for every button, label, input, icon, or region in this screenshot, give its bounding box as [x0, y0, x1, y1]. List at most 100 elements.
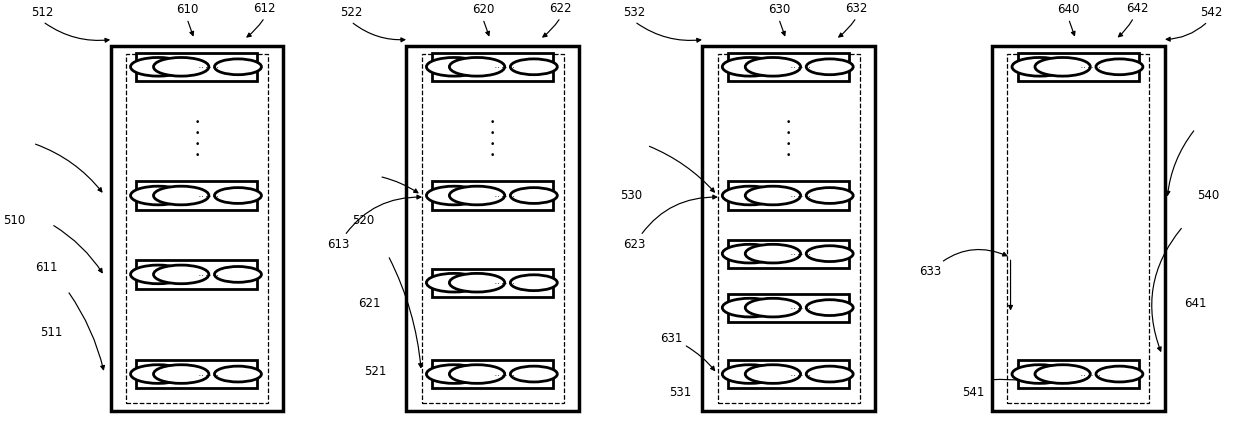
Bar [433, 53, 553, 81]
Bar [433, 269, 553, 297]
Text: 520: 520 [352, 214, 374, 227]
Text: 541: 541 [962, 386, 985, 399]
Text: 532: 532 [624, 6, 646, 19]
Circle shape [449, 365, 505, 384]
Text: 631: 631 [661, 332, 683, 345]
Text: 530: 530 [620, 189, 642, 202]
Circle shape [130, 186, 186, 205]
Circle shape [806, 59, 853, 75]
Bar [728, 293, 849, 322]
Bar [407, 45, 579, 411]
Text: 521: 521 [365, 365, 387, 378]
Bar [718, 54, 859, 403]
Text: ......: ...... [790, 193, 812, 198]
Circle shape [723, 365, 777, 384]
Text: ......: ...... [790, 372, 812, 377]
Circle shape [806, 366, 853, 382]
Text: 630: 630 [768, 3, 790, 16]
Text: ......: ...... [494, 193, 516, 198]
Circle shape [130, 265, 186, 284]
Bar [728, 181, 849, 210]
Circle shape [449, 273, 505, 292]
Circle shape [427, 365, 482, 384]
Circle shape [723, 298, 777, 317]
Circle shape [511, 59, 557, 75]
Bar [728, 53, 849, 81]
Text: 510: 510 [4, 214, 26, 227]
Circle shape [154, 57, 208, 76]
Circle shape [723, 245, 777, 263]
Text: 542: 542 [1200, 6, 1223, 19]
Text: 512: 512 [31, 6, 55, 19]
Bar [136, 260, 257, 289]
Circle shape [1096, 59, 1143, 75]
Text: •
•
•
•: • • • • [195, 118, 200, 160]
Circle shape [449, 186, 505, 205]
Bar [1007, 54, 1149, 403]
Text: ......: ...... [197, 193, 221, 198]
Circle shape [449, 57, 505, 76]
Text: ......: ...... [1079, 64, 1101, 69]
Text: •
•
•
•: • • • • [786, 118, 791, 160]
Bar [136, 181, 257, 210]
Text: ......: ...... [494, 372, 516, 377]
Bar [1018, 53, 1138, 81]
Text: ......: ...... [494, 280, 516, 285]
Bar [110, 45, 283, 411]
Circle shape [1012, 57, 1068, 76]
Bar [433, 360, 553, 388]
Circle shape [130, 57, 186, 76]
Text: 642: 642 [1126, 2, 1148, 15]
Circle shape [1096, 366, 1143, 382]
Text: 641: 641 [1184, 296, 1207, 310]
Circle shape [154, 365, 208, 384]
Circle shape [215, 266, 262, 282]
Text: 613: 613 [327, 195, 420, 251]
Circle shape [427, 186, 482, 205]
Circle shape [1035, 57, 1090, 76]
Bar [136, 360, 257, 388]
Text: 540: 540 [1197, 189, 1219, 202]
Circle shape [806, 300, 853, 315]
Circle shape [745, 245, 801, 263]
Bar [702, 45, 875, 411]
Circle shape [215, 187, 262, 203]
Text: 620: 620 [471, 3, 494, 16]
Bar [992, 45, 1164, 411]
Circle shape [427, 57, 482, 76]
Circle shape [745, 365, 801, 384]
Text: ......: ...... [790, 305, 812, 310]
Bar [126, 54, 268, 403]
Bar [136, 53, 257, 81]
Circle shape [806, 246, 853, 262]
Text: 622: 622 [549, 2, 572, 15]
Text: 612: 612 [253, 2, 277, 15]
Circle shape [806, 187, 853, 203]
Circle shape [215, 59, 262, 75]
Text: 621: 621 [358, 296, 381, 310]
Text: ......: ...... [197, 272, 221, 277]
Circle shape [745, 298, 801, 317]
Text: ......: ...... [790, 64, 812, 69]
Text: 611: 611 [35, 261, 58, 274]
Circle shape [215, 366, 262, 382]
Text: 632: 632 [846, 2, 868, 15]
Text: 623: 623 [624, 195, 717, 251]
Text: 640: 640 [1058, 3, 1080, 16]
Circle shape [745, 186, 801, 205]
Circle shape [154, 265, 208, 284]
Text: ......: ...... [197, 372, 221, 377]
Text: 522: 522 [340, 6, 362, 19]
Bar [1018, 360, 1138, 388]
Circle shape [723, 57, 777, 76]
Circle shape [154, 186, 208, 205]
Text: ......: ...... [790, 251, 812, 256]
Circle shape [1012, 365, 1068, 384]
Bar [422, 54, 564, 403]
Circle shape [1035, 365, 1090, 384]
Text: •
•
•
•: • • • • [490, 118, 496, 160]
Circle shape [427, 273, 482, 292]
Circle shape [511, 366, 557, 382]
Circle shape [745, 57, 801, 76]
Text: ......: ...... [197, 64, 221, 69]
